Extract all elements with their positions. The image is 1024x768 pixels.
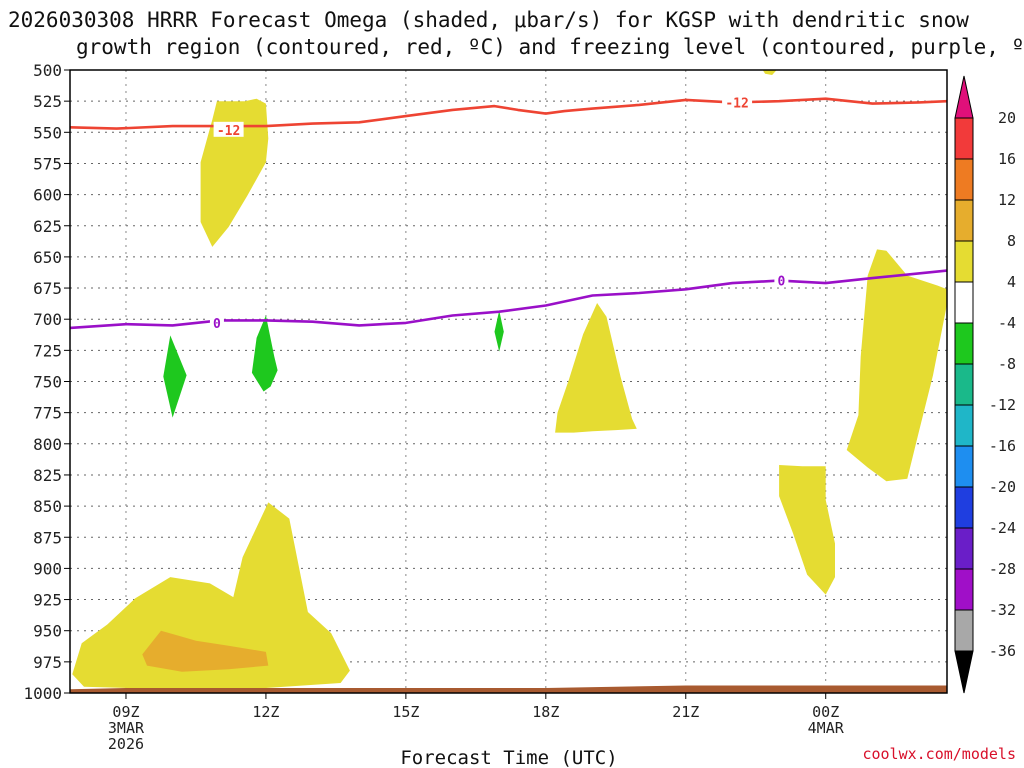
colorbar-bin xyxy=(954,363,974,406)
y-tick-label: 950 xyxy=(33,622,62,641)
freezing-level-0-label-bg xyxy=(209,314,224,330)
y-tick-label: 1000 xyxy=(23,684,62,703)
y-tick-label: 725 xyxy=(33,341,62,360)
x-tick-label: 4MAR xyxy=(808,719,845,737)
omega-pos-lower-main xyxy=(72,502,350,690)
dgz-minus12-label: -12 xyxy=(725,96,748,111)
colorbar-tick-label: -12 xyxy=(989,396,1016,414)
colorbar-tick-label: -20 xyxy=(989,478,1016,496)
y-axis-ticks: 500 525 550 575 600 625 650 675 700 725 750 775 800 8… xyxy=(23,61,70,703)
y-tick-label: 550 xyxy=(33,123,62,142)
chart-title-line2: growth region (contoured, red, ºC) and f… xyxy=(76,35,1024,59)
y-tick-label: 675 xyxy=(33,279,62,298)
colorbar-bin xyxy=(954,322,974,365)
omega-pos-right-lower xyxy=(779,465,835,595)
terrain xyxy=(70,685,947,693)
omega-pos-right-upper xyxy=(846,249,947,482)
colorbar-tick-label: 12 xyxy=(998,191,1016,209)
terrain-layer xyxy=(70,685,947,693)
freezing-level-0-label: 0 xyxy=(777,275,785,290)
colorbar-tick-label: 16 xyxy=(998,150,1016,168)
colorbar-bin xyxy=(954,445,974,488)
colorbar-bin xyxy=(954,158,974,201)
chart-title-line1: 2026030308 HRRR Forecast Omega (shaded, … xyxy=(8,8,969,32)
x-tick-label: 18Z xyxy=(532,703,559,721)
omega-neg-17z xyxy=(494,310,504,352)
colorbar-bin xyxy=(954,527,974,570)
y-tick-label: 700 xyxy=(33,310,62,329)
y-tick-label: 650 xyxy=(33,248,62,267)
colorbar-bin xyxy=(954,486,974,529)
x-tick-label: 3MAR xyxy=(108,719,145,737)
colorbar-tick-label: 20 xyxy=(998,109,1016,127)
x-tick-label: 15Z xyxy=(392,703,419,721)
omega-neg-12z xyxy=(251,315,278,392)
colorbar-tick-label: -8 xyxy=(998,355,1016,373)
colorbar-bin xyxy=(954,404,974,447)
x-axis-label: Forecast Time (UTC) xyxy=(400,747,617,768)
y-tick-label: 575 xyxy=(33,154,62,173)
y-tick-label: 825 xyxy=(33,466,62,485)
colorbar-bin xyxy=(954,568,974,611)
colorbar-tick-label: -36 xyxy=(989,642,1016,660)
credit-text: coolwx.com/models xyxy=(862,745,1016,763)
omega-neg-09z xyxy=(163,335,187,418)
contour-layer: -12 -12 0 0 xyxy=(69,94,948,332)
y-tick-label: 600 xyxy=(33,186,62,205)
y-tick-label: 525 xyxy=(33,92,62,111)
y-tick-label: 625 xyxy=(33,217,62,236)
dgz-minus12-label-bg xyxy=(213,121,244,137)
omega-pos-18z xyxy=(555,303,637,433)
colorbar-tick-label: 8 xyxy=(1007,232,1016,250)
colorbar-tick-label: -32 xyxy=(989,601,1016,619)
x-tick-label: 00Z xyxy=(812,703,839,721)
colorbar-tick-label: -4 xyxy=(998,314,1016,332)
omega-shading xyxy=(72,70,947,690)
colorbar-bin xyxy=(954,281,974,324)
y-tick-label: 975 xyxy=(33,653,62,672)
y-tick-label: 800 xyxy=(33,435,62,454)
y-tick-label: 500 xyxy=(33,61,62,80)
colorbar-tick-label: 4 xyxy=(1007,273,1016,291)
freezing-level-0-label-bg xyxy=(774,272,789,288)
x-tick-label: 2026 xyxy=(108,735,144,753)
y-tick-label: 775 xyxy=(33,404,62,423)
x-tick-label: 21Z xyxy=(672,703,699,721)
y-tick-label: 750 xyxy=(33,373,62,392)
y-tick-label: 875 xyxy=(33,528,62,547)
omega-pos-lower-core xyxy=(142,630,269,672)
colorbar-bottom-arrow xyxy=(954,650,974,694)
dgz-minus12-line xyxy=(69,97,948,130)
colorbar-tick-label: -24 xyxy=(989,519,1016,537)
colorbar-tick-label: -16 xyxy=(989,437,1016,455)
y-tick-label: 850 xyxy=(33,497,62,516)
dgz-minus12-label: -12 xyxy=(217,124,240,139)
x-tick-label: 09Z xyxy=(112,703,139,721)
freezing-level-0-label: 0 xyxy=(213,317,221,332)
colorbar-bin xyxy=(954,609,974,652)
colorbar: 20 16 12 8 4 -4 -8 -12 -16 -20 -24 -28 -32 -36 xyxy=(954,75,1016,694)
omega-pos-small-top xyxy=(762,70,777,75)
colorbar-top-arrow xyxy=(954,75,974,119)
colorbar-bin xyxy=(954,199,974,242)
colorbar-tick-label: -28 xyxy=(989,560,1016,578)
x-tick-label: 12Z xyxy=(252,703,279,721)
y-tick-label: 900 xyxy=(33,559,62,578)
colorbar-bin xyxy=(954,240,974,283)
dgz-minus12-label-bg xyxy=(722,94,753,110)
colorbar-bin xyxy=(954,117,974,160)
y-tick-label: 925 xyxy=(33,591,62,610)
